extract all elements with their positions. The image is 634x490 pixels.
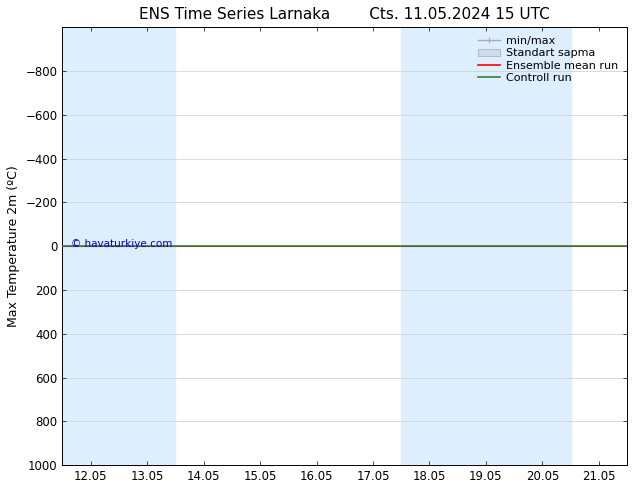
Title: ENS Time Series Larnaka        Cts. 11.05.2024 15 UTC: ENS Time Series Larnaka Cts. 11.05.2024 …	[139, 7, 550, 22]
Legend: min/max, Standart sapma, Ensemble mean run, Controll run: min/max, Standart sapma, Ensemble mean r…	[475, 33, 621, 86]
Bar	[401, 27, 571, 465]
Y-axis label: Max Temperature 2m (ºC): Max Temperature 2m (ºC)	[7, 165, 20, 327]
Text: © havaturkiye.com: © havaturkiye.com	[71, 239, 172, 249]
Bar	[63, 27, 176, 465]
